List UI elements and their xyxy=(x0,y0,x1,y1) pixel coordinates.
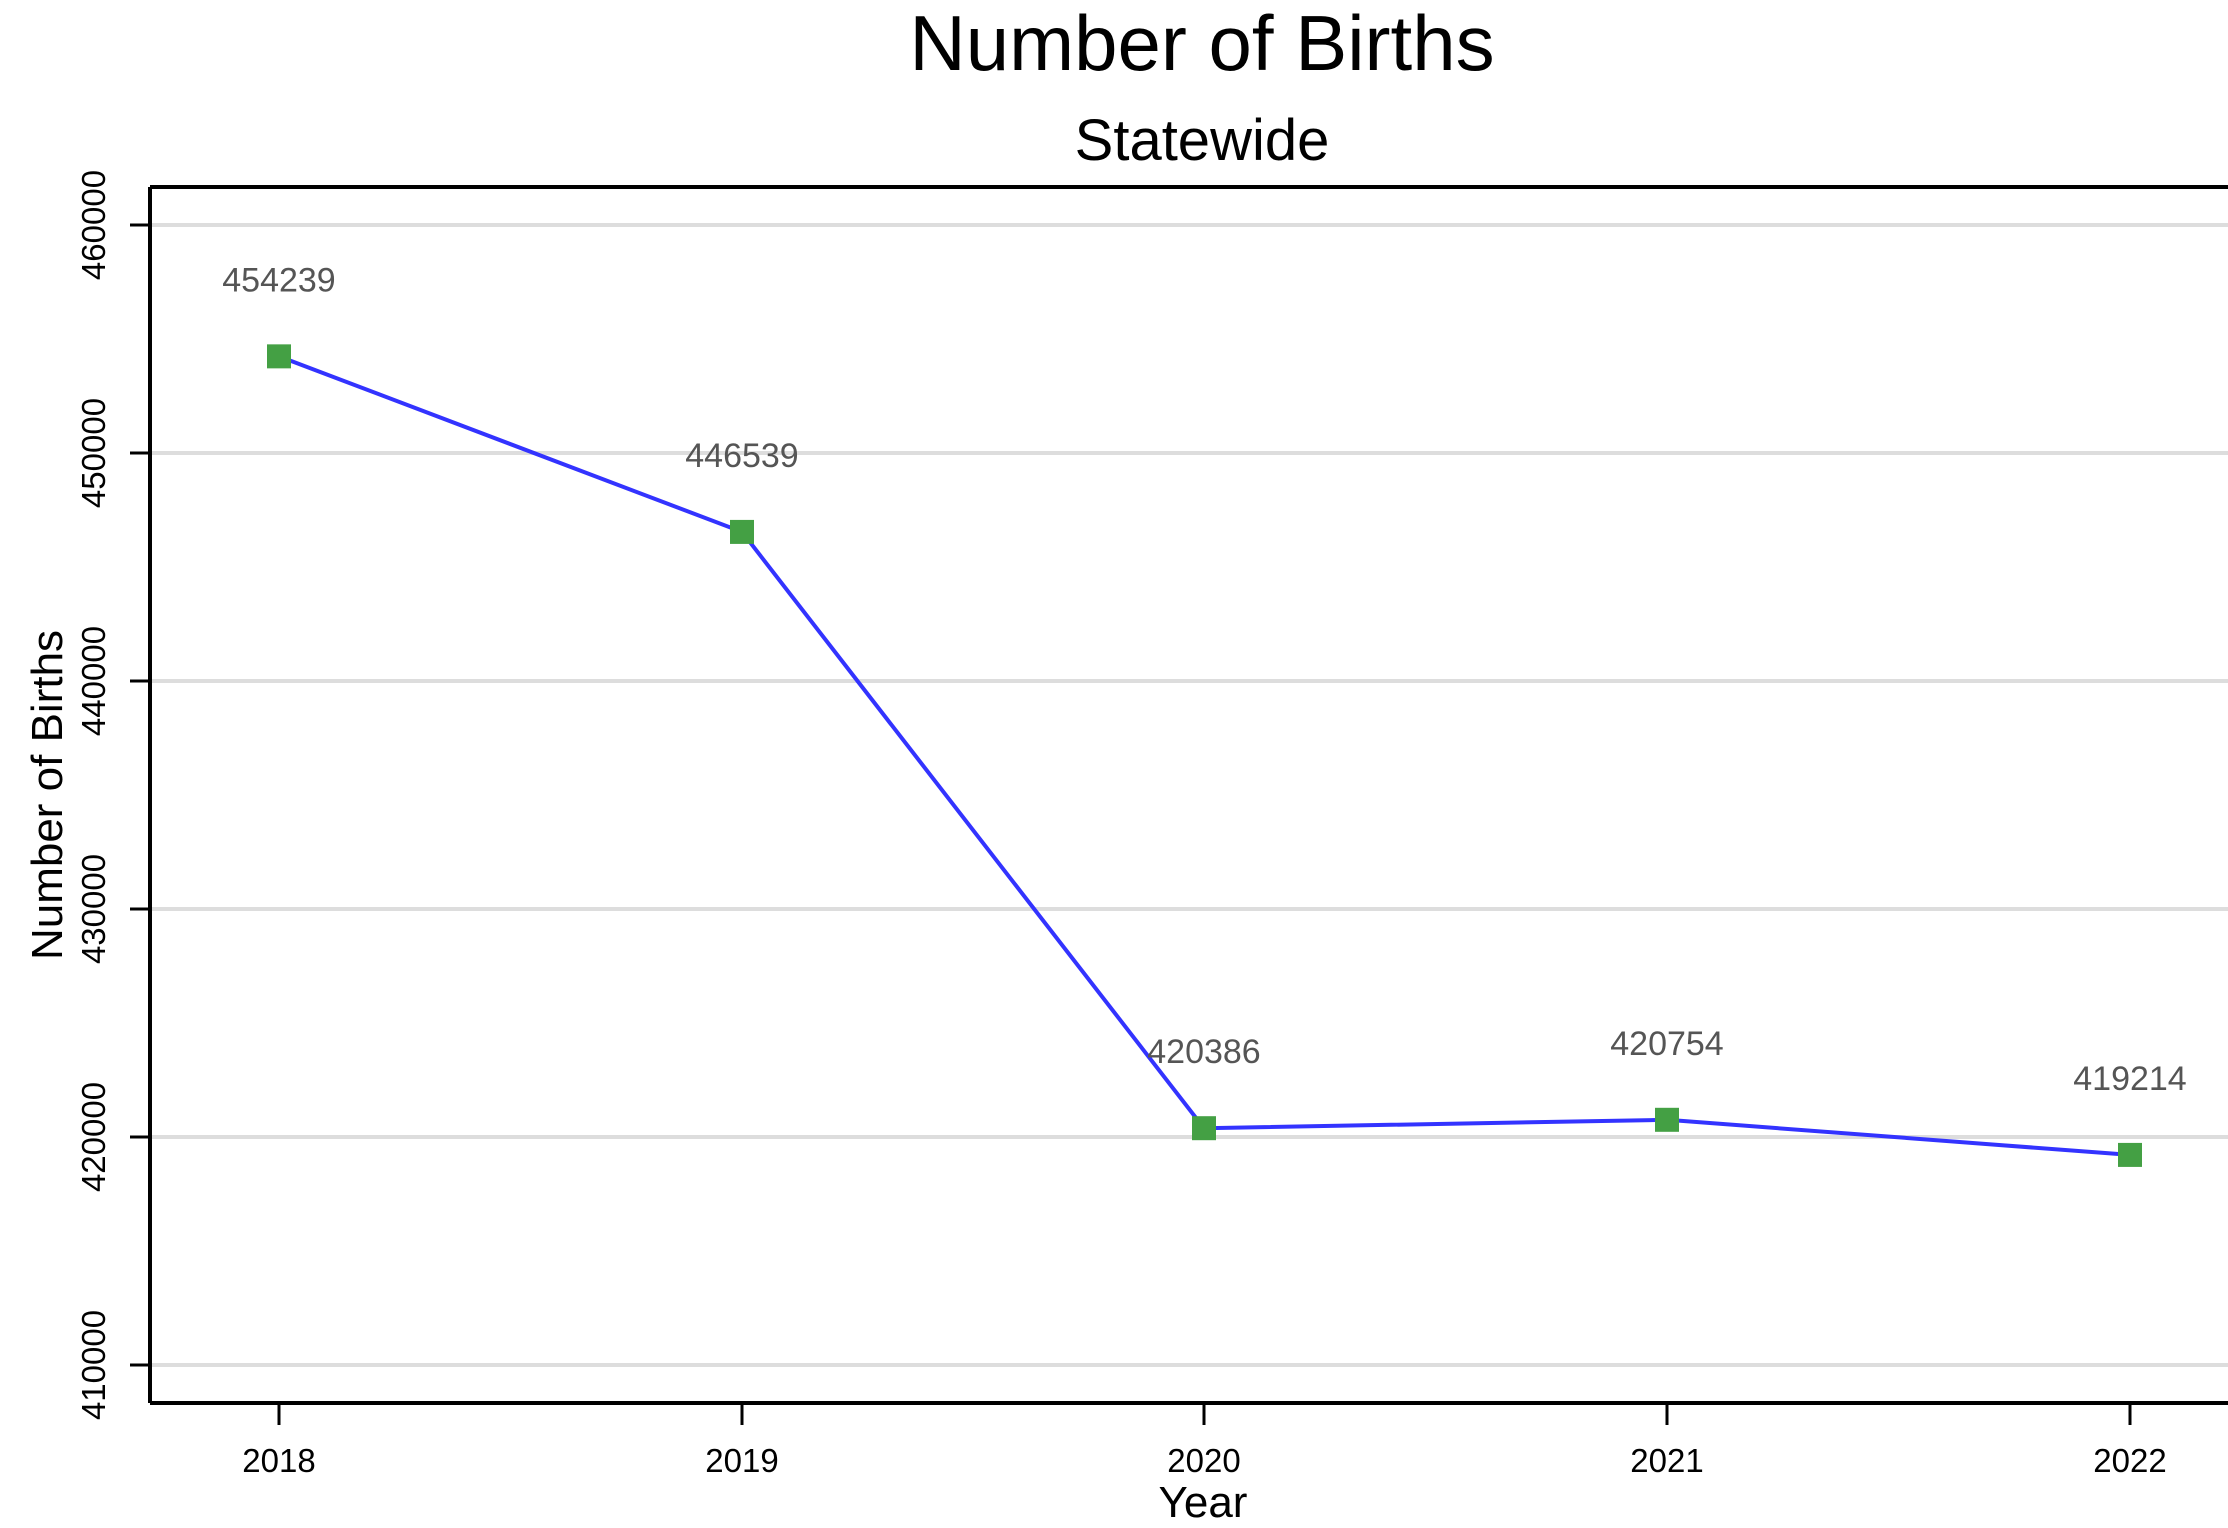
data-label: 446539 xyxy=(685,437,798,475)
y-axis-ticks: 410000 420000 430000 440000 450000 460000 xyxy=(75,170,150,1420)
y-tick-label: 440000 xyxy=(75,626,112,736)
chart-subtitle: Statewide xyxy=(1075,108,1330,173)
y-tick-label: 410000 xyxy=(75,1310,112,1420)
y-tick-label: 460000 xyxy=(75,170,112,280)
data-label: 420386 xyxy=(1147,1033,1260,1071)
x-tick-label: 2022 xyxy=(2093,1442,2166,1479)
y-tick-label: 420000 xyxy=(75,1082,112,1192)
data-point-marker xyxy=(1192,1116,1216,1141)
data-point-marker xyxy=(1655,1107,1679,1132)
x-axis-title: Year xyxy=(1159,1478,1248,1523)
y-axis-title: Number of Births xyxy=(23,630,72,960)
x-tick-label: 2021 xyxy=(1630,1442,1703,1479)
axes xyxy=(148,185,2228,1405)
data-point-marker xyxy=(2118,1142,2142,1167)
x-tick-label: 2019 xyxy=(705,1442,778,1479)
y-tick-label: 430000 xyxy=(75,854,112,964)
data-point-marker xyxy=(730,519,754,544)
data-label: 420754 xyxy=(1610,1025,1723,1063)
data-point-marker xyxy=(267,344,291,369)
data-label: 419214 xyxy=(2073,1060,2186,1098)
chart-title: Number of Births xyxy=(909,0,1494,87)
data-label: 454239 xyxy=(222,261,335,299)
gridlines xyxy=(150,223,2228,1367)
y-tick-label: 450000 xyxy=(75,398,112,508)
x-tick-label: 2020 xyxy=(1167,1442,1240,1479)
data-labels: 454239 446539 420386 420754 419214 xyxy=(222,261,2186,1098)
series-layer xyxy=(267,344,2142,1167)
x-axis-ticks: 2018 2019 2020 2021 2022 xyxy=(242,1403,2167,1479)
x-tick-label: 2018 xyxy=(242,1442,315,1479)
